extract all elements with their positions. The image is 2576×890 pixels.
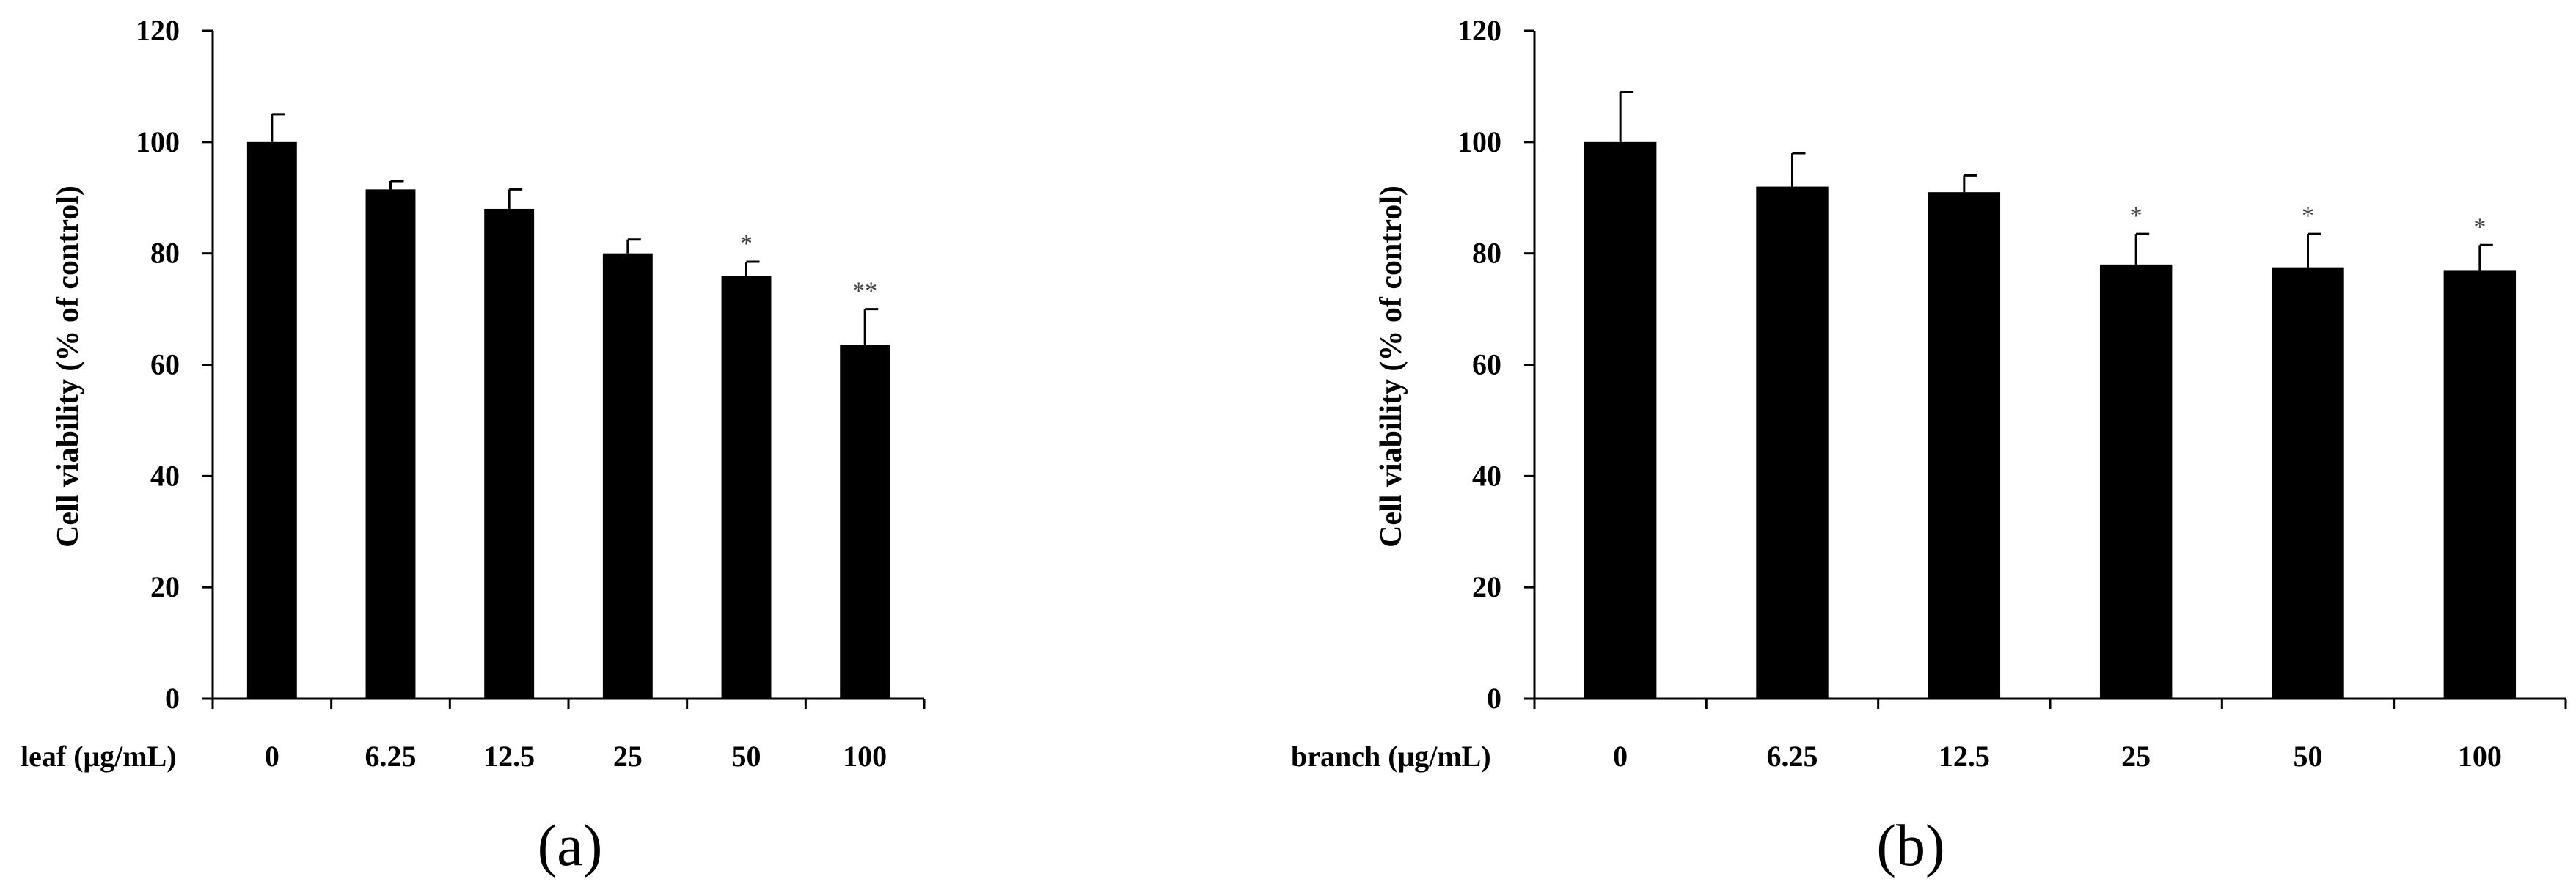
x-tick-label: 50 [732, 740, 761, 773]
chart-marks: 0 20 40 60 80 100 120 0 6.25 12.5 * 25 * 50 * 100 [1457, 14, 2567, 773]
y-tick-label: 40 [1472, 459, 1501, 492]
significance-marker: * [740, 230, 753, 257]
x-tick-label: 25 [2121, 740, 2151, 773]
significance-marker: ** [852, 278, 877, 305]
x-tick-label: 100 [843, 740, 887, 773]
y-tick-label: 40 [150, 459, 180, 492]
x-tick-label: 25 [613, 740, 643, 773]
bar [2099, 264, 2173, 699]
y-axis-title: Cell viability (% of control) [1375, 185, 1408, 548]
y-tick-label: 80 [1472, 237, 1501, 270]
panel-label: (a) [538, 814, 603, 878]
y-tick-label: 60 [150, 348, 180, 381]
bar [2272, 267, 2344, 699]
y-axis-title: Cell viability (% of control) [51, 185, 85, 548]
x-tick-label: 6.25 [1767, 740, 1818, 773]
bar [840, 345, 890, 699]
significance-marker: * [2302, 202, 2314, 229]
y-tick-label: 120 [136, 14, 180, 47]
bar [484, 208, 535, 699]
y-tick-label: 0 [165, 682, 180, 715]
significance-marker: * [2473, 213, 2486, 240]
x-tick-label: 12.5 [483, 740, 535, 773]
chart-marks: 0 20 40 60 80 100 120 0 6.25 12.5 25 * 50 ** 100 [136, 14, 926, 773]
x-tick-label: 0 [1613, 740, 1628, 773]
panel-label: (b) [1876, 814, 1944, 878]
bar [1756, 186, 1829, 699]
bar [246, 141, 297, 699]
y-tick-label: 0 [1487, 682, 1501, 715]
x-tick-label: 100 [2458, 740, 2502, 773]
bar [721, 276, 772, 699]
y-tick-label: 100 [136, 125, 180, 158]
chart-panel-a: Cell viability (% of control) leaf (μg/m… [21, 14, 926, 878]
x-tick-label: 12.5 [1939, 740, 1990, 773]
bar [1584, 141, 1657, 699]
significance-marker: * [2130, 202, 2143, 229]
y-tick-label: 100 [1457, 125, 1501, 158]
x-axis-title: leaf (μg/mL) [21, 740, 177, 773]
y-tick-label: 80 [150, 237, 180, 270]
y-tick-label: 20 [1472, 570, 1501, 603]
x-tick-label: 0 [265, 740, 279, 773]
x-tick-label: 50 [2294, 740, 2323, 773]
bar [2443, 270, 2517, 699]
chart-panel-b: Cell viability (% of control) branch (μg… [1291, 14, 2567, 878]
bar [365, 189, 416, 699]
x-tick-label: 6.25 [365, 740, 417, 773]
y-tick-label: 120 [1457, 14, 1501, 47]
bar [602, 253, 653, 699]
x-axis-title: branch (μg/mL) [1291, 740, 1491, 773]
y-tick-label: 60 [1472, 348, 1501, 381]
y-tick-label: 20 [150, 570, 180, 603]
bar [1928, 192, 2001, 699]
